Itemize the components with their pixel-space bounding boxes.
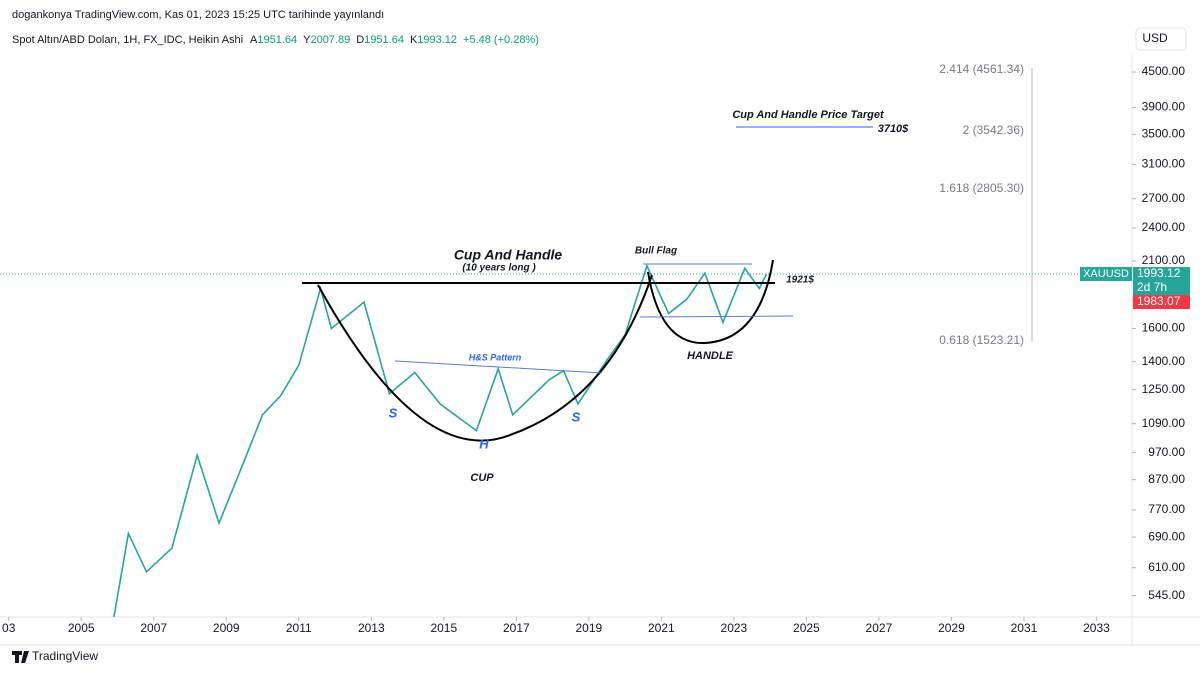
x-tick-label: 2025: [793, 621, 820, 635]
y-tick-label: 610.00: [1148, 560, 1185, 574]
ohlc-value: 2007.89: [310, 34, 350, 46]
y-tick-label: 870.00: [1148, 472, 1185, 486]
fib-level: 2 (3542.36): [963, 123, 1024, 137]
y-tick-label: 2700.00: [1142, 191, 1186, 205]
fib-level: 1.618 (2805.30): [939, 181, 1024, 195]
price-label: 1993.12: [1137, 266, 1181, 280]
handle-curve: [647, 259, 774, 345]
ohlc-value: 1993.12: [417, 34, 457, 46]
x-tick-label: 2009: [213, 621, 240, 635]
annotation: H&S Pattern: [469, 352, 522, 362]
ohlc-value: 1951.64: [364, 34, 404, 46]
x-tick-label: 2015: [430, 621, 457, 635]
ohlc-label: D: [356, 34, 364, 46]
ohlc-label: Y: [303, 34, 311, 46]
y-tick-label: 3900.00: [1142, 100, 1186, 114]
annotation: 1921$: [786, 275, 814, 286]
annotation: S: [389, 405, 398, 420]
fib-level: 2.414 (4561.34): [939, 62, 1024, 76]
price-line: [113, 263, 768, 618]
cup-curve: [317, 274, 653, 442]
annotation: Cup And Handle: [454, 247, 563, 263]
x-tick-label: 2027: [866, 621, 893, 635]
y-tick-label: 2100.00: [1142, 253, 1186, 267]
currency[interactable]: USD: [1142, 31, 1168, 45]
y-tick-label: 970.00: [1148, 445, 1185, 459]
y-tick-label: 1600.00: [1142, 321, 1186, 335]
x-tick-label: 2017: [503, 621, 530, 635]
prev-label: 1983.07: [1137, 294, 1181, 308]
y-tick-label: 2400.00: [1142, 220, 1186, 234]
ohlc: A1951.64 Y2007.89 D1951.64 K1993.12 +5.48 (+…: [250, 34, 539, 46]
flag-bottom: [639, 315, 794, 318]
y-tick-label: 690.00: [1148, 529, 1185, 543]
x-tick-label: 2005: [68, 621, 95, 635]
annotation: (10 years long ): [462, 263, 536, 274]
published: dogankonya TradingView.com, Kas 01, 2023…: [12, 9, 384, 21]
x-tick-label: 2029: [938, 621, 965, 635]
y-tick-label: 4500.00: [1142, 64, 1186, 78]
y-tick-label: 1250.00: [1142, 382, 1186, 396]
annotation: H: [479, 436, 489, 451]
ohlc-label: K: [410, 34, 418, 46]
ohlc-change: +5.48 (+0.28%): [463, 34, 539, 46]
x-tick-label: 2019: [575, 621, 602, 635]
annotation: S: [572, 409, 581, 424]
x-tick-label: 2031: [1011, 621, 1038, 635]
fib-level: 0.618 (1523.21): [939, 333, 1024, 347]
x-tick-label: 2013: [358, 621, 385, 635]
y-tick-label: 3100.00: [1142, 157, 1186, 171]
x-tick-label: 2033: [1083, 621, 1110, 635]
prev-box: [1133, 295, 1190, 310]
y-tick-label: 1400.00: [1142, 354, 1186, 368]
plot: [0, 263, 1132, 618]
y-tick-label: 770.00: [1148, 502, 1185, 516]
symbol: Spot Altın/ABD Doları, 1H, FX_IDC, Heiki…: [12, 34, 243, 46]
ohlc-label: A: [250, 34, 258, 46]
y-tick-label: 1090.00: [1142, 416, 1186, 430]
annotation: HANDLE: [687, 350, 733, 362]
annotation: Cup And Handle Price Target: [732, 109, 885, 121]
annotation: Bull Flag: [635, 246, 677, 257]
y-tick-label: 3500.00: [1142, 127, 1186, 141]
countdown: 2d 7h: [1137, 280, 1167, 294]
annotation: 3710$: [878, 123, 909, 135]
brand: TradingView: [32, 649, 98, 663]
x-tick-label: 2021: [648, 621, 675, 635]
symbol-box: [1080, 267, 1132, 282]
currency-button[interactable]: [1135, 27, 1187, 51]
x-tick-label: 2011: [286, 621, 312, 635]
drawings: [302, 68, 1033, 442]
price-box: [1133, 267, 1190, 296]
ohlc-value: 1951.64: [257, 34, 297, 46]
symbol-label: XAUUSD: [1083, 268, 1129, 280]
x-tick-label: 03: [2, 621, 16, 635]
hs-line: [394, 360, 603, 374]
x-tick-label: 2023: [721, 621, 748, 635]
logo: [12, 651, 29, 663]
x-tick-label: 2007: [140, 621, 167, 635]
annotation: CUP: [470, 472, 494, 484]
y-tick-label: 545.00: [1148, 588, 1185, 602]
